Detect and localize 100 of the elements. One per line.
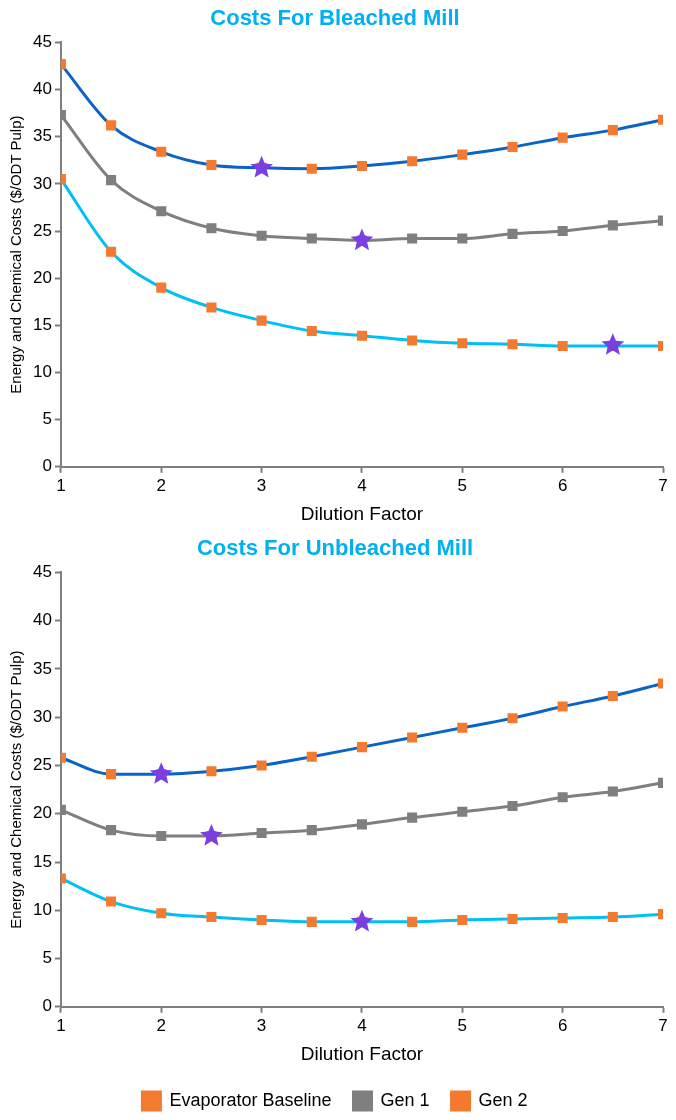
y-axis-title: Energy and Chemical Costs ($/ODT Pulp) [7,650,25,929]
point [156,908,167,919]
point [356,819,367,830]
y-tick-label: 20 [32,803,52,823]
x-axis-title: Dilution Factor [300,1042,424,1064]
point [206,159,217,171]
point [206,911,217,923]
y-tick-label: 30 [32,706,52,726]
point [256,315,267,326]
point [156,282,167,293]
x-tick-label: 5 [457,1015,468,1035]
point [306,233,317,244]
point [507,800,518,812]
point [507,142,518,153]
point [250,155,274,178]
legend-label: Gen 1 [380,1089,430,1110]
point [557,132,568,143]
point [106,769,117,780]
x-tick-label: 1 [56,1015,66,1035]
y-tick-label: 10 [32,362,52,382]
point [557,225,568,237]
point [607,911,618,923]
point [306,163,317,174]
chart-title: Costs For Bleached Mill [210,5,460,31]
point [256,828,267,839]
point [356,742,367,753]
x-tick-label: 3 [256,1015,267,1035]
point [200,823,223,846]
point [557,912,568,924]
y-tick-label: 10 [32,899,52,919]
y-tick-label: 35 [32,658,52,678]
point [306,825,317,836]
x-tick-label: 2 [156,475,166,495]
y-tick-label: 25 [32,220,52,240]
x-tick-label: 4 [357,475,367,495]
point [156,146,167,157]
x-tick-label: 6 [557,1015,568,1035]
x-tick-label: 2 [156,1015,166,1035]
y-tick-label: 40 [32,79,52,99]
point [106,120,117,131]
y-tick-label: 0 [42,456,52,476]
y-tick-label: 35 [32,126,52,146]
y-tick-label: 40 [32,610,52,630]
point [507,913,518,924]
point [407,156,418,167]
point [306,751,317,762]
point [106,175,117,186]
x-tick-label: 7 [658,1015,668,1035]
point [206,302,217,313]
point [156,830,167,841]
x-axis-title: Dilution Factor [300,502,424,524]
y-tick-label: 30 [32,173,52,193]
point [607,786,618,797]
y-tick-label: 20 [32,267,52,287]
point [557,792,568,803]
y-axis-title: Energy and Chemical Costs ($/ODT Pulp) [7,115,25,394]
point [407,916,418,927]
x-tick-label: 4 [357,1015,367,1035]
y-tick-label: 45 [32,32,52,52]
x-tick-label: 3 [256,475,267,495]
x-tick-label: 1 [56,475,66,495]
point [607,125,618,136]
point [457,914,468,925]
point [407,233,418,244]
point [306,325,317,337]
point [557,701,568,712]
point [457,338,468,349]
x-tick-label: 7 [658,475,668,495]
point [457,806,468,817]
point [407,335,418,346]
y-tick-label: 15 [32,315,52,335]
point [457,722,468,733]
point [407,812,418,823]
y-tick-label: 25 [32,755,52,775]
y-tick-label: 5 [42,948,52,968]
point [601,333,625,355]
x-tick-label: 6 [557,475,568,495]
point [457,149,468,160]
y-tick-label: 45 [32,562,52,582]
point [507,228,518,239]
point [350,909,374,932]
point [256,914,267,925]
point [356,160,367,171]
point [607,220,618,231]
y-tick-label: 5 [42,409,52,429]
point [557,341,568,352]
point [507,713,518,724]
point [350,228,374,251]
point [206,223,217,234]
point [106,825,117,836]
point [156,206,167,217]
point [306,916,317,927]
point [607,690,618,701]
point [106,896,117,907]
legend-label: Evaporator Baseline [169,1089,332,1110]
point [106,246,117,257]
point [149,762,173,784]
point [407,732,418,743]
y-tick-label: 0 [42,996,52,1016]
point [206,766,217,777]
